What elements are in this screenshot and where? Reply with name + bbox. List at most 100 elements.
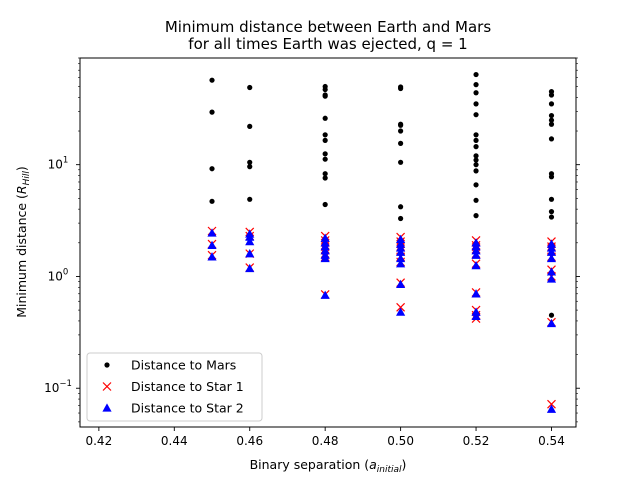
star2-distance-point [471, 311, 481, 320]
mars-distance-point [548, 117, 555, 123]
mars-distance-point [548, 92, 555, 98]
x-tick-label: 0.54 [538, 434, 565, 448]
legend: Distance to Mars Distance to Star 1 Distan… [86, 352, 263, 422]
mars-distance-point [247, 123, 253, 129]
star2-distance-point [471, 246, 481, 255]
mars-distance-point [473, 112, 479, 118]
star2-distance-point [471, 307, 481, 316]
mars-distance-point [247, 164, 253, 170]
star2-distance-point [245, 249, 255, 258]
mars-distance-point [398, 85, 404, 92]
mars-distance-point [322, 171, 328, 177]
mars-distance-point [548, 101, 555, 107]
star2-distance-point [396, 307, 406, 316]
mars-distance-point [322, 132, 328, 138]
mars-distance-point [473, 82, 479, 88]
y-axis-label: Minimum distance (RHill) [14, 166, 32, 318]
mars-distance-point [209, 109, 215, 115]
legend-label: Distance to Star 2 [131, 401, 244, 416]
mars-distance-point [548, 121, 555, 127]
star2-distance-point [320, 246, 330, 255]
x-tick-label: 0.50 [387, 434, 414, 448]
mars-distance-point [473, 153, 479, 159]
plot-frame [79, 57, 577, 428]
mars-distance-point [322, 115, 328, 121]
mars-distance-point [473, 182, 479, 188]
mars-distance-point [209, 166, 215, 172]
star2-distance-point [207, 252, 217, 261]
mars-distance-point [473, 213, 479, 219]
x-tick-label: 0.52 [463, 434, 490, 448]
mars-distance-point [548, 196, 555, 202]
mars-distance-point [473, 157, 479, 163]
mars-distance-point [398, 140, 404, 146]
star1-distance-point [396, 302, 406, 312]
legend-marker [102, 403, 112, 412]
star2-distance-point [546, 243, 557, 252]
mars-distance-point [322, 156, 328, 162]
star2-distance-point [396, 259, 406, 268]
star2-distance-point [396, 243, 406, 252]
x-tick-label: 0.46 [236, 434, 263, 448]
mars-distance-point [473, 71, 479, 78]
star2-distance-point [320, 233, 330, 242]
star2-distance-point [546, 267, 557, 276]
x-tick-label: 0.44 [161, 434, 188, 448]
mars-distance-point [473, 132, 479, 138]
mars-distance-point [322, 86, 328, 93]
x-axis-label: Binary separation (ainitial) [250, 457, 407, 475]
mars-distance-point [398, 215, 404, 222]
x-tick-label: 0.48 [312, 434, 339, 448]
mars-distance-point [322, 175, 328, 181]
chart-title-line-2: for all times Earth was ejected, q = 1 [188, 35, 467, 53]
mars-distance-point [398, 128, 404, 134]
legend-box [86, 352, 263, 422]
star2-distance-point [320, 290, 330, 299]
mars-distance-point [548, 136, 555, 142]
star2-distance-point [245, 263, 255, 273]
star2-distance-point [245, 237, 255, 246]
star2-distance-point [207, 228, 217, 237]
mars-distance-point [322, 93, 328, 99]
mars-distance-point [473, 168, 479, 174]
star2-distance-point [245, 232, 255, 241]
legend-marker [104, 362, 110, 368]
star2-distance-point [320, 253, 330, 263]
star2-distance-point [471, 250, 481, 259]
legend-label: Distance to Star 1 [131, 379, 244, 394]
mars-distance-point [473, 101, 479, 107]
mars-distance-point [398, 159, 404, 165]
star2-distance-point [546, 404, 557, 413]
star2-distance-point [396, 234, 406, 243]
mars-distance-point [398, 204, 404, 210]
mars-distance-point [473, 137, 479, 143]
mars-distance-point [548, 174, 555, 180]
mars-distance-point [322, 201, 328, 208]
star1-distance-point [547, 399, 556, 409]
y-tick-label: 101 [48, 156, 69, 172]
star2-distance-point [471, 261, 481, 270]
x-tick-label: 0.42 [85, 434, 112, 448]
star2-distance-point [546, 253, 557, 263]
star2-distance-point [396, 279, 406, 289]
mars-distance-point [473, 162, 479, 168]
legend-marker [102, 382, 112, 391]
mars-distance-point [247, 84, 253, 91]
star2-distance-point [471, 289, 481, 298]
legend-entries: Distance to Mars Distance to Star 1 Distan… [102, 358, 244, 416]
y-tick-label: 100 [48, 267, 69, 283]
star2-distance-point [546, 247, 557, 256]
mars-distance-point [473, 197, 479, 203]
mars-distance-point [398, 122, 404, 128]
chart-title-line-1: Minimum distance between Earth and Mars [165, 18, 492, 36]
mars-distance-point [548, 112, 555, 119]
mars-distance-point [247, 159, 253, 165]
mars-distance-point [548, 214, 555, 220]
mars-distance-point [209, 77, 215, 83]
mars-distance-point [247, 196, 253, 202]
data-marks [207, 71, 557, 413]
star2-distance-point [396, 247, 406, 256]
star2-distance-point [207, 240, 217, 249]
mars-distance-point [548, 209, 555, 215]
